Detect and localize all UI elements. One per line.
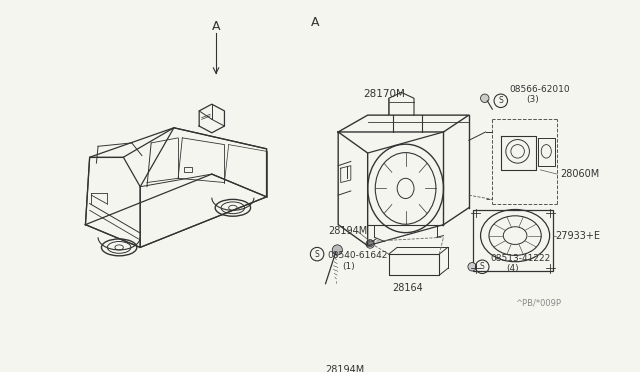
Circle shape (366, 240, 374, 248)
Text: 28164: 28164 (393, 283, 424, 293)
Text: S: S (499, 96, 503, 105)
Text: (1): (1) (342, 262, 355, 271)
Text: 27933+E: 27933+E (556, 231, 600, 241)
Text: (4): (4) (507, 264, 519, 273)
Text: 08513-41222: 08513-41222 (491, 254, 551, 263)
Text: S: S (315, 250, 319, 259)
Text: 08540-61642: 08540-61642 (327, 251, 388, 260)
Text: A: A (311, 16, 320, 29)
Text: 28194M: 28194M (328, 227, 367, 236)
Text: 28194M: 28194M (326, 365, 365, 372)
Bar (184, 167, 193, 171)
Text: (3): (3) (526, 96, 539, 105)
Circle shape (367, 240, 374, 247)
Circle shape (481, 94, 489, 103)
Text: ^PB/*009P: ^PB/*009P (515, 298, 561, 308)
Text: 28170M: 28170M (364, 89, 405, 99)
Text: 08566-62010: 08566-62010 (509, 85, 570, 94)
Circle shape (468, 263, 476, 271)
Text: S: S (480, 262, 484, 271)
Circle shape (332, 245, 342, 255)
Text: 28060M: 28060M (560, 169, 599, 179)
Bar (473, 210, 553, 271)
Text: A: A (212, 20, 220, 33)
